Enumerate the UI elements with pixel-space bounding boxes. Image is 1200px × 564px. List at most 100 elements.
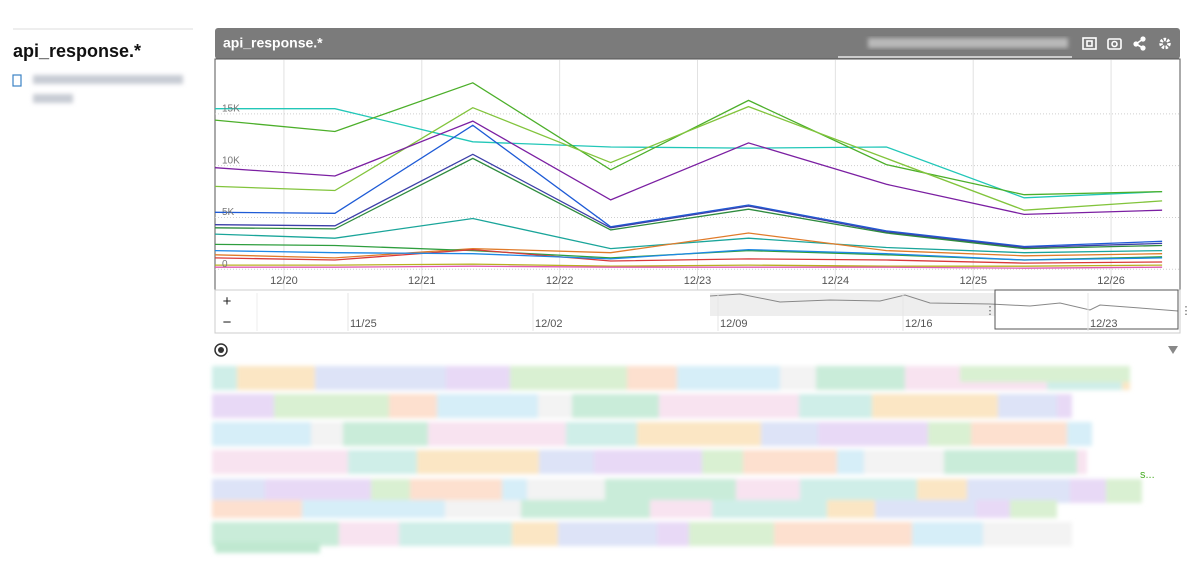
nav-tick-label: 12/09 xyxy=(720,318,748,330)
blur-block xyxy=(437,394,538,418)
blur-block xyxy=(339,522,399,546)
blur-block xyxy=(410,479,502,503)
blur-block xyxy=(343,422,428,446)
series-line xyxy=(215,153,1163,249)
blurred-legend xyxy=(212,366,1142,553)
doc-icon[interactable] xyxy=(12,74,22,87)
blur-block xyxy=(510,366,627,390)
blur-block xyxy=(800,479,917,503)
blur-block xyxy=(868,38,1068,48)
blur-block xyxy=(311,422,343,446)
blur-block xyxy=(348,450,417,474)
blur-block xyxy=(971,422,1067,446)
blur-block xyxy=(212,500,302,518)
fullscreen-button[interactable] xyxy=(1082,37,1097,50)
blur-block xyxy=(983,522,1072,546)
doc-shape xyxy=(12,74,22,87)
blur-block xyxy=(428,422,566,446)
icon-shape xyxy=(1159,37,1171,50)
zoom-out-button[interactable]: − xyxy=(223,314,232,331)
y-tick-label: 10K xyxy=(222,155,240,166)
blur-block xyxy=(743,450,837,474)
blur-block xyxy=(212,394,274,418)
icon-shape xyxy=(1086,40,1093,47)
series-line xyxy=(215,248,1163,261)
navigator-axis: 11/25 12/02 12/09 12/16 12/23 xyxy=(256,293,1118,331)
blur-block xyxy=(702,450,743,474)
blur-block xyxy=(212,422,311,446)
icon-shape xyxy=(1134,38,1144,49)
blur-block xyxy=(302,500,445,518)
blur-block xyxy=(566,422,637,446)
icon-shape xyxy=(1111,40,1118,48)
icon-shape xyxy=(1082,37,1097,50)
series-line xyxy=(215,265,1163,269)
blur-block xyxy=(212,450,348,474)
blur-block xyxy=(917,479,967,503)
blur-block xyxy=(712,500,827,518)
blur-block xyxy=(736,479,800,503)
blur-block xyxy=(818,422,928,446)
x-tick-label: 12/24 xyxy=(822,275,850,287)
blur-block xyxy=(998,394,1057,418)
legend-toggle[interactable] xyxy=(214,343,228,357)
series-line xyxy=(215,157,1163,250)
series-line xyxy=(215,124,1163,248)
blur-block xyxy=(875,500,976,518)
blur-block xyxy=(212,479,265,503)
navigator-handle[interactable]: ⋮ xyxy=(1181,305,1192,317)
blur-block xyxy=(512,522,558,546)
blur-block xyxy=(502,479,527,503)
blur-block xyxy=(521,500,650,518)
blur-block xyxy=(872,394,998,418)
panel-title: api_response.* xyxy=(223,35,323,51)
navigator-selection[interactable] xyxy=(994,289,1179,330)
y-tick-label: 15K xyxy=(222,104,240,115)
blur-block xyxy=(399,522,512,546)
blur-block xyxy=(446,366,510,390)
icon-shape xyxy=(1163,42,1167,45)
series-line xyxy=(215,263,1163,267)
settings-button[interactable] xyxy=(1159,37,1171,50)
zoom-in-button[interactable]: + xyxy=(223,293,232,310)
blur-block xyxy=(650,500,712,518)
blur-block xyxy=(689,522,774,546)
x-tick-label: 12/21 xyxy=(408,275,436,287)
blur-block xyxy=(237,366,315,390)
snapshot-button[interactable] xyxy=(1107,38,1122,50)
x-tick-label: 12/25 xyxy=(959,275,987,287)
blur-block xyxy=(539,450,594,474)
radio-inner xyxy=(218,347,224,353)
nav-tick-label: 11/25 xyxy=(350,318,377,330)
blurred-header-info xyxy=(868,38,1068,48)
blur-block xyxy=(677,366,780,390)
blur-block xyxy=(761,422,818,446)
blur-block xyxy=(417,450,539,474)
blur-block xyxy=(212,366,237,390)
x-tick-label: 12/22 xyxy=(546,275,574,287)
legend-overflow[interactable]: s... xyxy=(1140,469,1155,481)
series-line xyxy=(215,105,1163,211)
blur-block xyxy=(780,366,816,390)
blur-block xyxy=(33,75,183,84)
icon-shape xyxy=(1107,38,1122,50)
header-icons xyxy=(1082,36,1171,51)
x-tick-label: 12/26 xyxy=(1097,275,1125,287)
blur-block xyxy=(215,542,320,553)
blur-block xyxy=(837,450,864,474)
blur-block xyxy=(33,94,73,103)
nav-tick-label: 12/16 xyxy=(905,318,933,330)
blur-block xyxy=(594,450,702,474)
blur-block xyxy=(637,422,761,446)
blur-block xyxy=(967,479,1070,503)
blur-block xyxy=(1067,422,1092,446)
blur-block xyxy=(538,394,572,418)
blur-block xyxy=(659,394,799,418)
share-button[interactable] xyxy=(1133,36,1146,51)
collapse-arrow[interactable] xyxy=(1168,346,1178,354)
navigator-mask xyxy=(710,293,995,316)
navigator-handle[interactable]: ⋮ xyxy=(985,305,996,317)
blur-block xyxy=(976,500,1010,518)
